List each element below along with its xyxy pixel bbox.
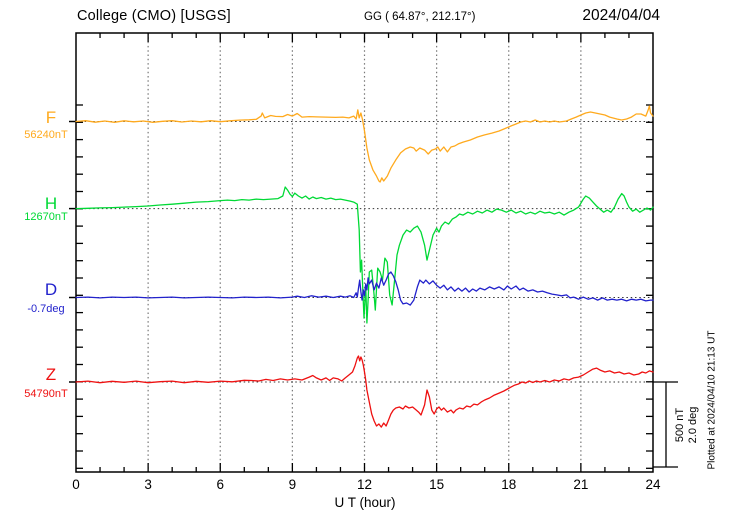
observatory-title: College (CMO) [USGS] [77, 8, 231, 24]
x-tick-label-15: 15 [429, 477, 445, 492]
x-tick-label-0: 0 [72, 477, 80, 492]
x-tick-label-21: 21 [573, 477, 589, 492]
x-tick-label-12: 12 [356, 477, 373, 492]
scale-nt-label: 500 nT [673, 407, 686, 443]
series-H [75, 186, 654, 324]
channel-baseline-value-Z: 54790nT [24, 388, 68, 400]
x-tick-label-24: 24 [645, 477, 661, 492]
plot-date: 2024/04/04 [582, 7, 660, 24]
channel-label-H: H [44, 194, 58, 213]
x-tick-label-3: 3 [144, 477, 152, 492]
channel-label-Z: Z [45, 365, 57, 384]
series-Z [75, 355, 654, 428]
channel-baseline-value-F: 56240nT [24, 129, 68, 141]
scale-deg-label: 2.0 deg [687, 406, 699, 444]
series-D [75, 271, 654, 306]
channel-label-F: F [45, 108, 57, 127]
channel-baseline-value-H: 12670nT [24, 211, 68, 223]
geographic-coordinates: GG ( 64.87°, 212.17°) [364, 11, 476, 23]
x-tick-label-6: 6 [216, 477, 225, 492]
channel-baseline-value-D: -0.7deg [27, 303, 65, 315]
plot-border [75, 32, 654, 473]
plotted-at-note: Plotted at 2024/04/10 21:13 UT [706, 330, 718, 470]
x-tick-label-9: 9 [288, 477, 297, 492]
x-tick-label-18: 18 [501, 477, 517, 492]
scale-bar-label: 500 nT 2.0 deg [674, 407, 700, 444]
channel-label-D: D [44, 280, 58, 299]
series-F [75, 105, 654, 183]
x-axis-title: U T (hour) [334, 495, 396, 510]
